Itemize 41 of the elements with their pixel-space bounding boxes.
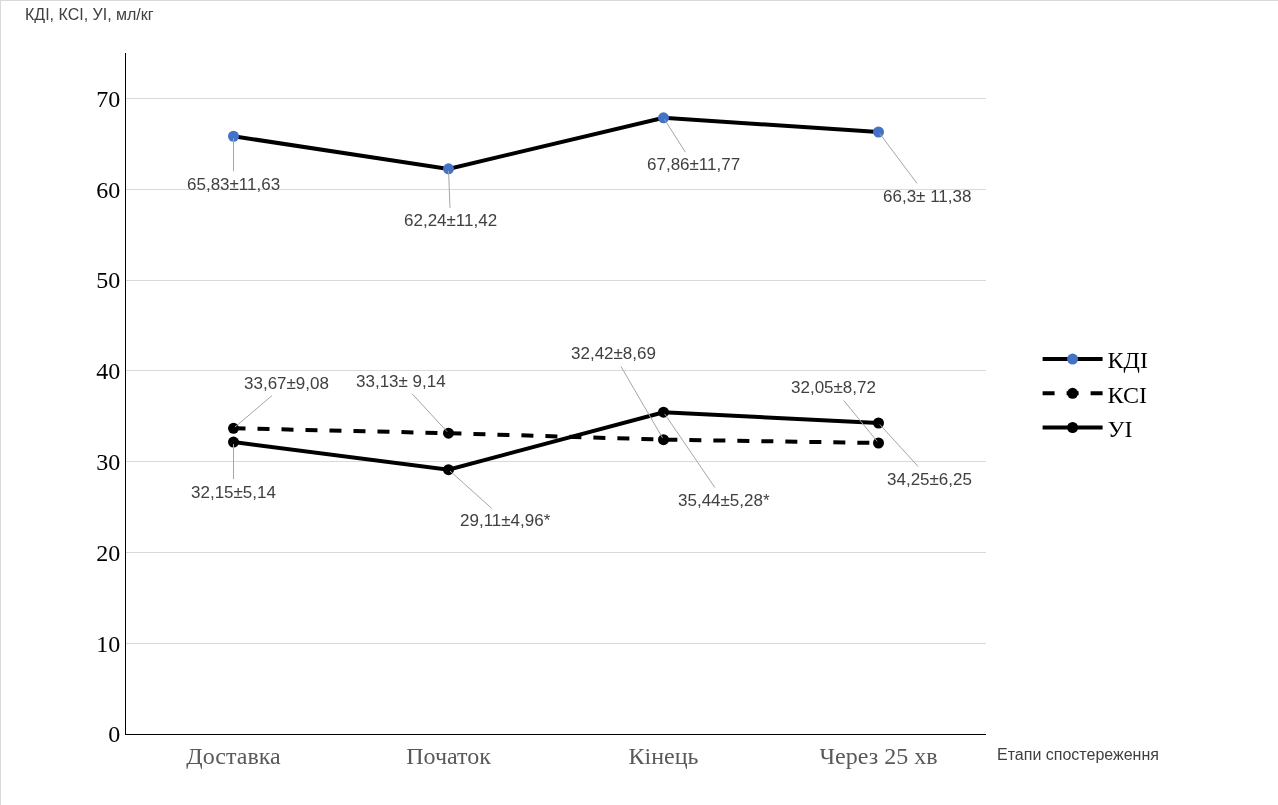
point	[658, 434, 669, 446]
x-tick-label: Початок	[406, 742, 492, 769]
x-tick-label: Через 25 хв	[819, 742, 938, 769]
point	[443, 464, 454, 476]
data-label: 33,13± 9,14	[356, 372, 446, 391]
data-label: 29,11±4,96*	[460, 511, 551, 530]
data-label: 32,42±8,69	[571, 344, 656, 363]
point	[658, 406, 669, 418]
data-label: 35,44±5,28*	[678, 491, 770, 510]
data-label: 34,25±6,25	[887, 470, 972, 489]
data-label: 65,83±11,63	[187, 175, 281, 194]
y-tick-label: 70	[96, 85, 121, 112]
point	[873, 437, 884, 449]
y-tick-label: 40	[96, 358, 121, 385]
point	[873, 417, 884, 429]
point	[443, 427, 454, 439]
legend-label: КДІ	[1107, 347, 1148, 374]
data-label: 32,15±5,14	[191, 483, 276, 502]
point	[228, 422, 239, 434]
x-axis-title: Етапи спостереження	[997, 746, 1159, 763]
data-label: 33,67±9,08	[244, 374, 329, 393]
x-tick-label: Доставка	[186, 742, 282, 769]
data-label: 66,3± 11,38	[883, 187, 972, 206]
y-axis-title: КДІ, КСІ, УІ, мл/кг	[25, 6, 154, 23]
y-tick-label: 0	[108, 721, 121, 748]
y-tick-label: 60	[96, 176, 121, 203]
legend-label: УІ	[1107, 415, 1133, 442]
data-label: 62,24±11,42	[404, 211, 498, 230]
y-tick-label: 20	[96, 539, 121, 566]
data-label: 32,05±8,72	[791, 378, 876, 397]
data-label: 67,86±11,77	[647, 155, 741, 174]
legend-label: КСІ	[1107, 381, 1148, 408]
point	[443, 163, 454, 175]
y-tick-label: 10	[96, 630, 121, 657]
point	[228, 436, 239, 448]
point	[658, 112, 669, 124]
y-tick-label: 30	[96, 449, 121, 475]
y-tick-label: 50	[96, 267, 121, 294]
point	[228, 130, 239, 142]
point	[873, 126, 884, 138]
x-tick-label: Кінець	[628, 742, 699, 769]
